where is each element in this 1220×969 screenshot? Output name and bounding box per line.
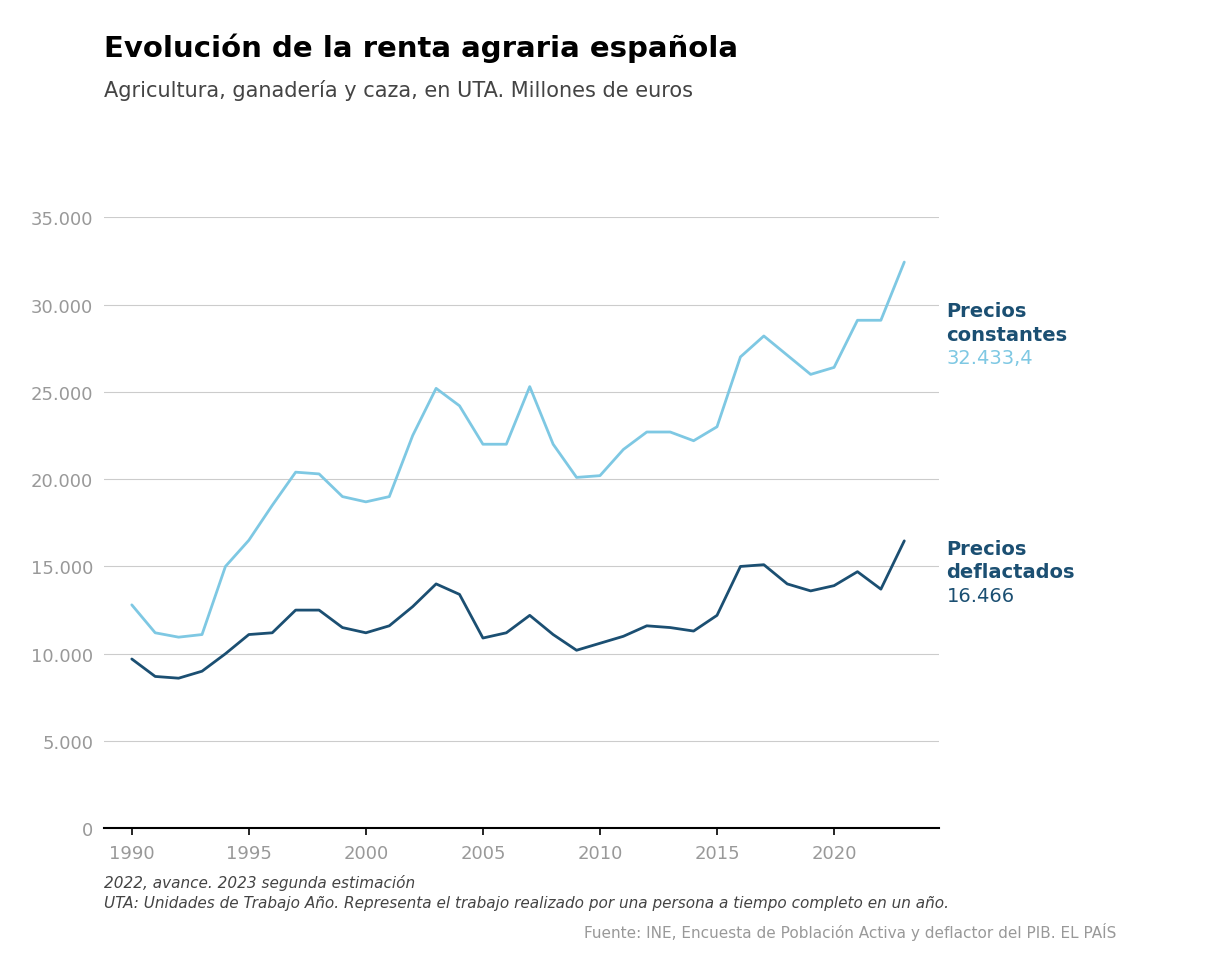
Text: UTA: Unidades de Trabajo Año. Representa el trabajo realizado por una persona a : UTA: Unidades de Trabajo Año. Representa… [104, 895, 949, 910]
Text: 2022, avance. 2023 segunda estimación: 2022, avance. 2023 segunda estimación [104, 874, 415, 890]
Text: 16.466: 16.466 [947, 586, 1015, 605]
Text: Precios
constantes: Precios constantes [947, 301, 1068, 344]
Text: Evolución de la renta agraria española: Evolución de la renta agraria española [104, 34, 738, 63]
Text: 32.433,4: 32.433,4 [947, 349, 1033, 368]
Text: Precios
deflactados: Precios deflactados [947, 539, 1075, 581]
Text: Fuente: INE, Encuesta de Población Activa y deflactor del PIB. EL PAÍS: Fuente: INE, Encuesta de Población Activ… [584, 922, 1116, 941]
Text: Agricultura, ganadería y caza, en UTA. Millones de euros: Agricultura, ganadería y caza, en UTA. M… [104, 79, 693, 101]
